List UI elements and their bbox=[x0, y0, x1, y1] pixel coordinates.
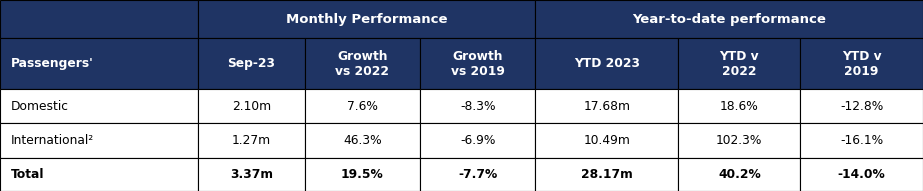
Bar bbox=[535, 38, 678, 89]
Text: -14.0%: -14.0% bbox=[838, 168, 885, 181]
Text: Year-to-date performance: Year-to-date performance bbox=[632, 13, 826, 26]
Text: Sep-23: Sep-23 bbox=[227, 57, 276, 70]
Text: -6.9%: -6.9% bbox=[460, 134, 496, 147]
Text: International²: International² bbox=[11, 134, 94, 147]
Bar bbox=[198, 158, 305, 191]
Text: Growth
vs 2019: Growth vs 2019 bbox=[450, 49, 505, 78]
Bar bbox=[0, 123, 198, 158]
Text: 2.10m: 2.10m bbox=[232, 100, 271, 112]
Bar bbox=[305, 158, 420, 191]
Bar bbox=[678, 158, 800, 191]
Bar bbox=[0, 89, 198, 123]
Text: -7.7%: -7.7% bbox=[458, 168, 497, 181]
Text: 3.37m: 3.37m bbox=[230, 168, 273, 181]
Text: 18.6%: 18.6% bbox=[720, 100, 759, 112]
Text: 7.6%: 7.6% bbox=[347, 100, 378, 112]
Bar bbox=[800, 38, 923, 89]
Bar bbox=[0, 38, 198, 89]
Text: -12.8%: -12.8% bbox=[840, 100, 883, 112]
Text: 17.68m: 17.68m bbox=[583, 100, 630, 112]
Text: YTD 2023: YTD 2023 bbox=[574, 57, 640, 70]
Bar bbox=[678, 89, 800, 123]
Bar bbox=[420, 158, 535, 191]
Bar bbox=[800, 123, 923, 158]
Bar bbox=[305, 89, 420, 123]
Bar bbox=[0, 0, 198, 38]
Text: 46.3%: 46.3% bbox=[343, 134, 381, 147]
Bar bbox=[198, 123, 305, 158]
Bar bbox=[305, 123, 420, 158]
Bar bbox=[678, 38, 800, 89]
Bar bbox=[535, 89, 678, 123]
Bar bbox=[0, 158, 198, 191]
Text: 102.3%: 102.3% bbox=[716, 134, 762, 147]
Bar bbox=[420, 38, 535, 89]
Bar bbox=[800, 89, 923, 123]
Bar bbox=[198, 0, 535, 38]
Text: Monthly Performance: Monthly Performance bbox=[286, 13, 448, 26]
Bar bbox=[198, 38, 305, 89]
Bar bbox=[535, 0, 923, 38]
Text: 1.27m: 1.27m bbox=[232, 134, 271, 147]
Text: -8.3%: -8.3% bbox=[460, 100, 496, 112]
Text: Total: Total bbox=[11, 168, 44, 181]
Bar bbox=[305, 38, 420, 89]
Text: YTD v
2019: YTD v 2019 bbox=[842, 49, 881, 78]
Text: Domestic: Domestic bbox=[11, 100, 69, 112]
Text: -16.1%: -16.1% bbox=[840, 134, 883, 147]
Bar bbox=[420, 89, 535, 123]
Bar bbox=[420, 123, 535, 158]
Bar bbox=[198, 89, 305, 123]
Text: 40.2%: 40.2% bbox=[718, 168, 761, 181]
Text: YTD v
2022: YTD v 2022 bbox=[720, 49, 759, 78]
Text: Passengers': Passengers' bbox=[11, 57, 94, 70]
Text: 19.5%: 19.5% bbox=[341, 168, 384, 181]
Bar bbox=[535, 158, 678, 191]
Text: 10.49m: 10.49m bbox=[583, 134, 630, 147]
Bar bbox=[678, 123, 800, 158]
Bar bbox=[800, 158, 923, 191]
Text: Growth
vs 2022: Growth vs 2022 bbox=[335, 49, 390, 78]
Text: 28.17m: 28.17m bbox=[581, 168, 633, 181]
Bar bbox=[535, 123, 678, 158]
